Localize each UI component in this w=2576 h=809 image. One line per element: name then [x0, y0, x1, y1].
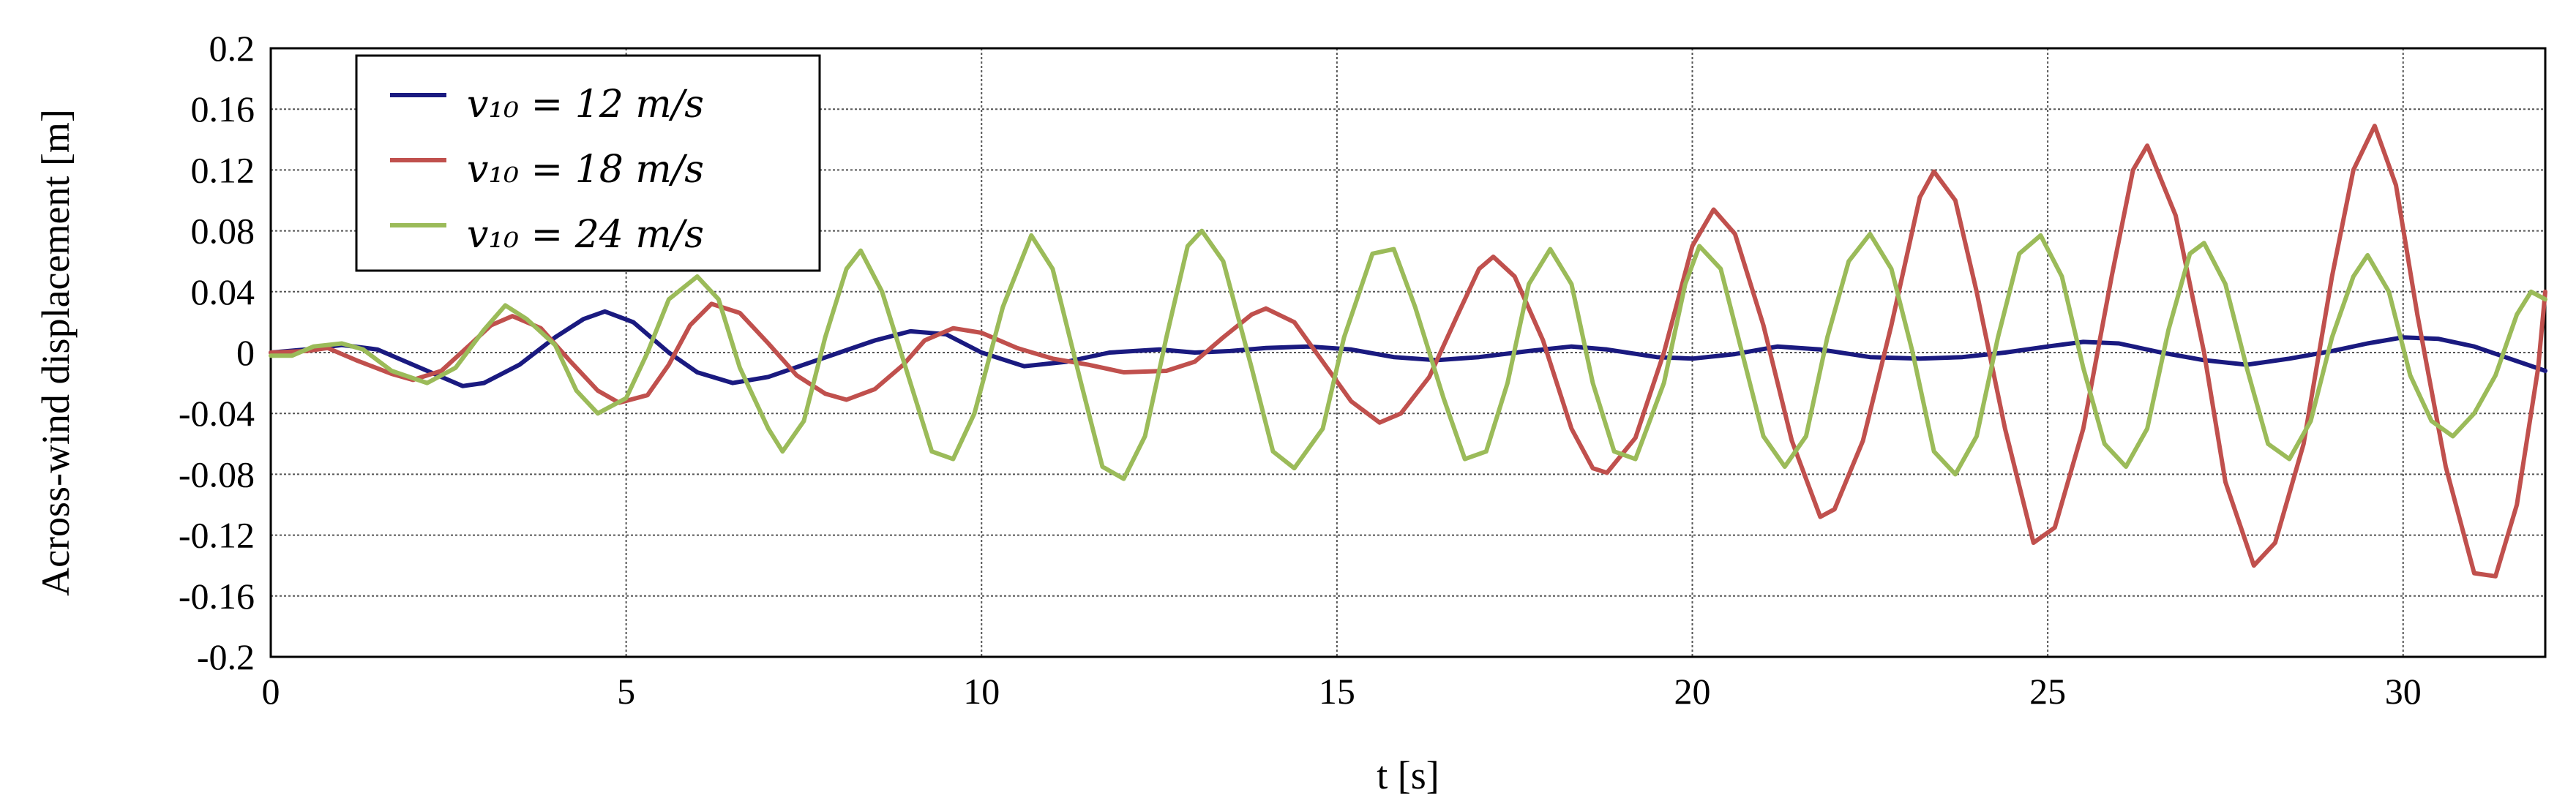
- series-line-3: [269, 228, 2547, 481]
- series-line-1: [269, 309, 2547, 388]
- legend: v₁₀ = 12 m/s v₁₀ = 18 m/s v₁₀ = 24 m/s: [355, 54, 821, 272]
- y-axis-label: Across-wind displacement [m]: [34, 109, 78, 596]
- x-tick-label: 25: [2029, 671, 2066, 712]
- x-tick-label: 15: [1319, 671, 1355, 712]
- series-group: [269, 124, 2547, 579]
- x-axis-label: t [s]: [1377, 753, 1439, 797]
- legend-label: v₁₀ = 24 m/s: [467, 213, 704, 257]
- y-tick-label: 0.12: [191, 149, 255, 190]
- y-tick-label: -0.12: [179, 515, 255, 556]
- legend-label: v₁₀ = 12 m/s: [467, 83, 704, 127]
- y-tick-label: 0.08: [191, 211, 255, 252]
- x-tick-label: 0: [262, 671, 280, 712]
- x-tick-label: 5: [617, 671, 635, 712]
- y-tick-label: -0.16: [179, 576, 255, 617]
- x-tick-label: 10: [963, 671, 1000, 712]
- y-tick-labels: 0.2 0.16 0.12 0.08 0.04 0 -0.04 -0.08 -0.12 -0.16…: [179, 28, 255, 677]
- y-tick-label: -0.04: [179, 393, 255, 434]
- x-tick-labels: 0 5 10 15 20 25 30: [262, 671, 2422, 712]
- x-tick-label: 20: [1674, 671, 1711, 712]
- x-tick-label: 30: [2385, 671, 2422, 712]
- y-tick-label: 0.16: [191, 89, 255, 129]
- y-tick-label: -0.08: [179, 454, 255, 494]
- y-tick-label: 0.04: [191, 271, 255, 312]
- y-tick-label: 0: [236, 332, 255, 373]
- legend-box: [355, 54, 821, 272]
- y-tick-label: 0.2: [209, 28, 255, 69]
- series-line-2: [269, 124, 2547, 579]
- y-tick-label: -0.2: [197, 636, 255, 677]
- legend-label: v₁₀ = 18 m/s: [467, 148, 704, 192]
